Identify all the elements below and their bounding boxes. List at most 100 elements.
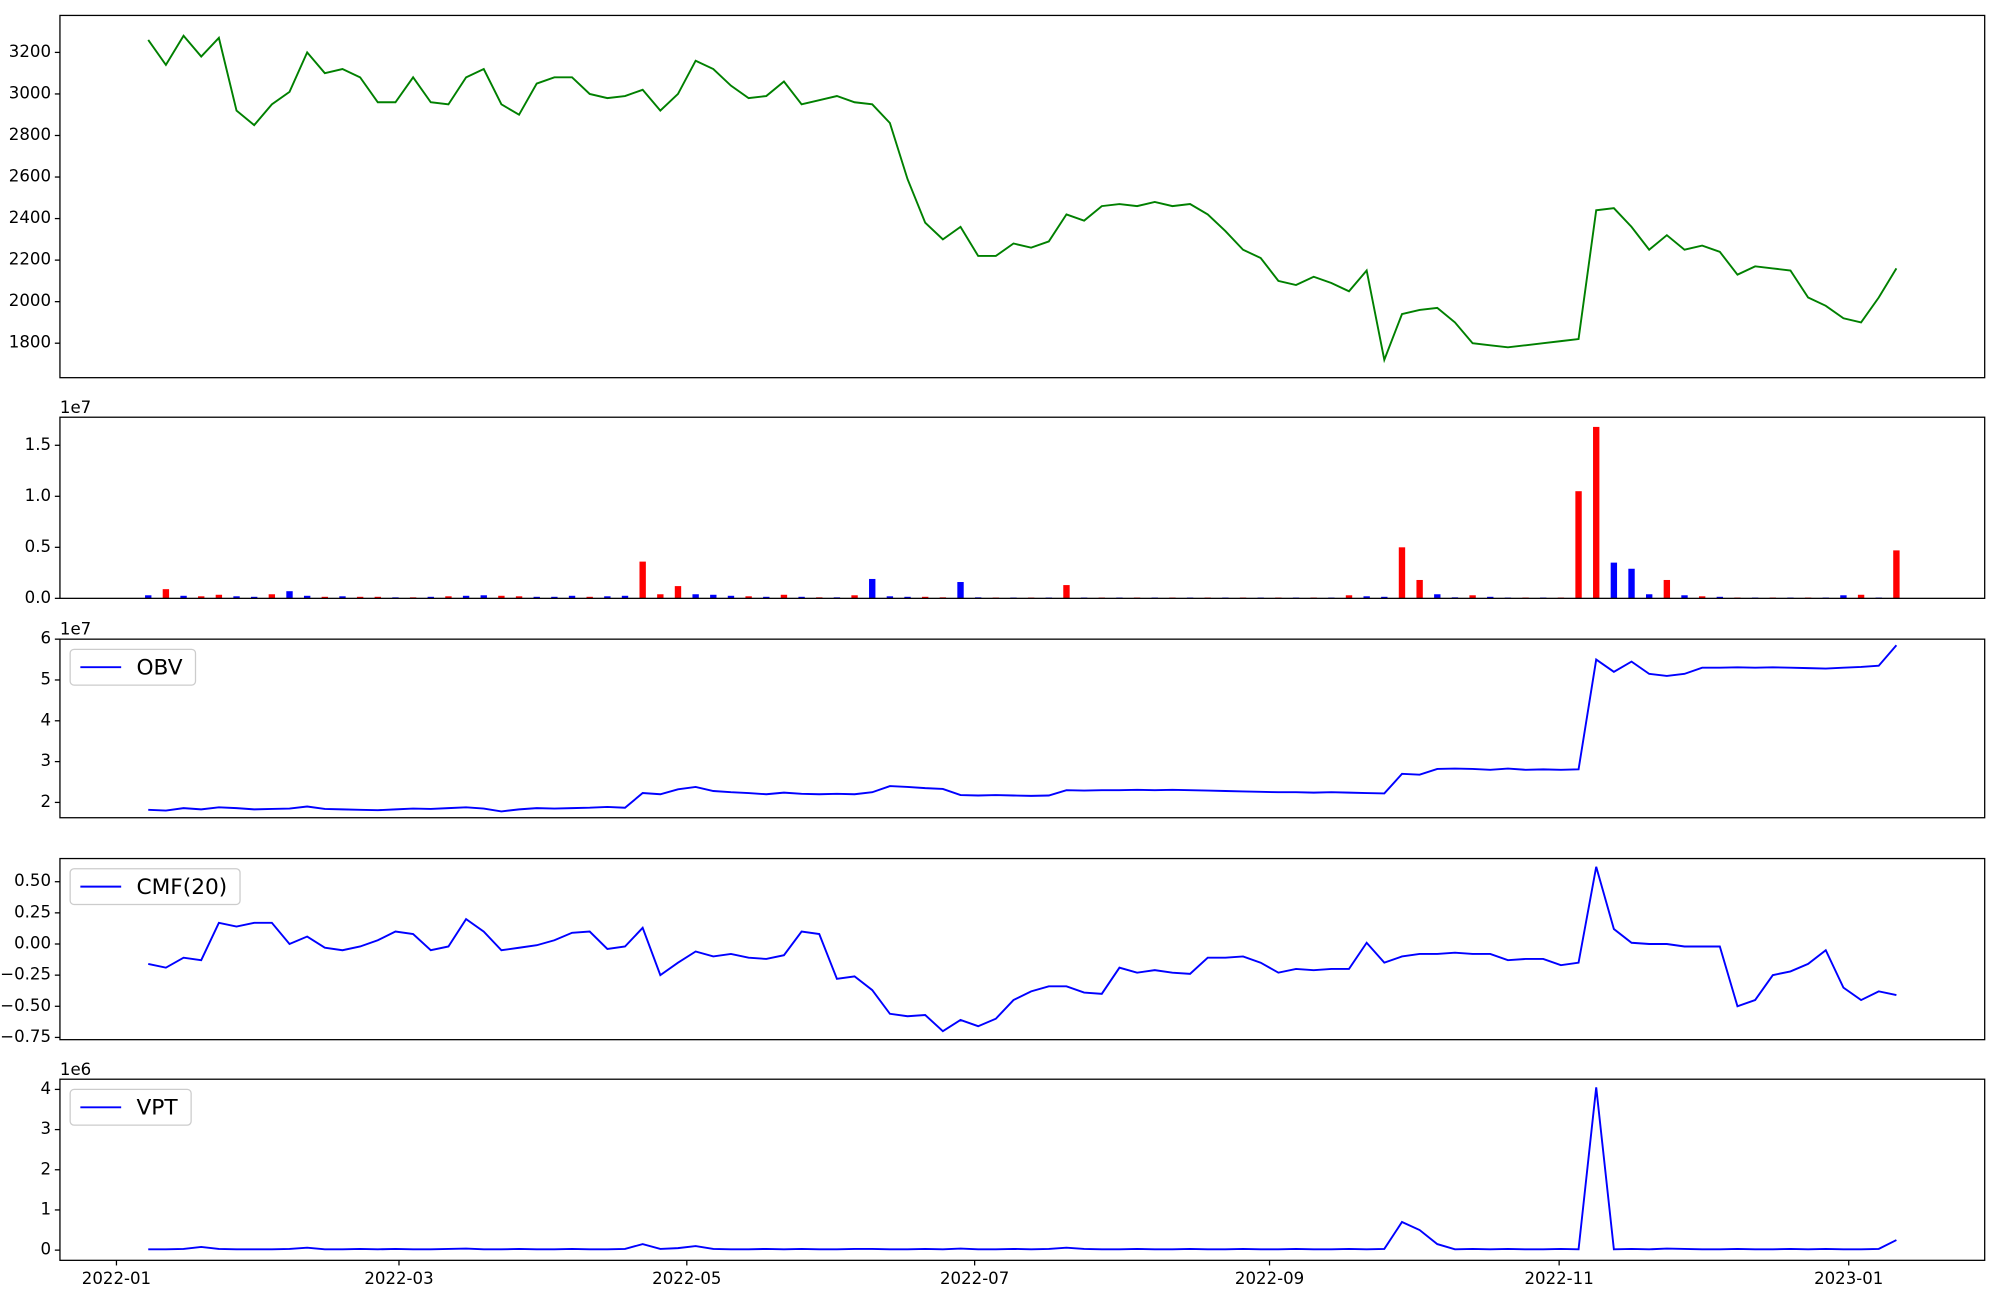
bar	[1363, 596, 1370, 599]
legend-box	[69, 648, 197, 686]
bar	[462, 595, 470, 599]
bar	[1857, 594, 1865, 599]
bar	[886, 596, 894, 599]
bar	[904, 596, 911, 599]
y-tick-label: 0.50	[14, 871, 51, 890]
bar	[1645, 594, 1653, 599]
y-tick-label: −0.25	[0, 965, 51, 984]
bar	[1416, 579, 1423, 599]
axes-frame	[59, 14, 1986, 379]
x-tick-label: 2022-09	[1235, 1269, 1304, 1288]
bar	[957, 582, 964, 599]
y-tick-label: 5	[40, 669, 51, 688]
y-tick-label: 2400	[9, 208, 51, 227]
bar	[268, 594, 276, 599]
bar	[586, 596, 593, 599]
bar	[1716, 596, 1724, 599]
bar	[551, 596, 558, 599]
axes-frame	[59, 1078, 1986, 1261]
bar	[198, 596, 205, 599]
y-tick-label: 2800	[9, 125, 51, 144]
y-tick-label: 1800	[9, 333, 51, 352]
bar	[1398, 547, 1406, 599]
bar	[356, 596, 364, 599]
legend-label: CMF(20)	[136, 875, 227, 900]
bar	[498, 595, 505, 599]
bar	[180, 595, 187, 599]
x-tick-label: 2022-05	[652, 1269, 721, 1288]
y-tick-label: 1	[40, 1199, 51, 1218]
bar	[1893, 550, 1900, 599]
x-tick-label: 2022-03	[364, 1269, 433, 1288]
bar	[710, 594, 717, 599]
y-tick-label: 6	[40, 629, 51, 648]
bar	[1628, 568, 1635, 599]
bar	[1381, 596, 1388, 599]
bar	[568, 595, 576, 599]
line	[147, 34, 1898, 364]
bar	[1840, 595, 1847, 599]
legend-label: VPT	[136, 1096, 178, 1121]
y-tick-label: 1.5	[25, 435, 51, 454]
y-tick-label: 1.0	[25, 486, 51, 505]
bar	[798, 596, 805, 599]
line	[148, 1087, 1897, 1251]
legend-box	[69, 868, 241, 906]
y-tick-label: 2200	[9, 250, 51, 269]
bar	[1681, 595, 1688, 599]
y-tick-label: 2600	[9, 167, 51, 186]
y-tick-label: 3000	[9, 83, 51, 102]
bar	[286, 591, 293, 599]
bar	[674, 586, 682, 599]
bar	[1469, 595, 1476, 599]
bar	[1434, 594, 1441, 599]
x-tick-label: 2022-01	[82, 1269, 151, 1288]
bar	[1487, 596, 1494, 599]
bar	[1593, 426, 1600, 599]
bar	[1063, 585, 1070, 599]
x-tick-label: 2023-01	[1814, 1269, 1883, 1288]
axis-offset: 1e7	[60, 620, 91, 639]
axes-frame	[59, 638, 1986, 819]
bar	[251, 596, 258, 599]
y-tick-label: 2000	[9, 291, 51, 310]
x-tick-label: 2022-11	[1524, 1269, 1593, 1288]
line	[148, 644, 1898, 813]
bar	[692, 594, 699, 599]
bar	[657, 594, 664, 599]
bar	[869, 578, 876, 599]
axes-frame	[59, 416, 1986, 599]
axis-offset: 1e7	[60, 398, 91, 417]
bar	[533, 596, 540, 599]
y-tick-label: 0.00	[14, 933, 51, 952]
bar	[745, 596, 752, 599]
line	[148, 866, 1897, 1033]
legend-label: OBV	[136, 655, 182, 680]
y-tick-label: 4	[40, 710, 51, 729]
bar	[1345, 595, 1353, 599]
y-tick-label: 2	[40, 1159, 51, 1178]
bar	[215, 594, 223, 599]
bar	[145, 595, 152, 599]
bar	[604, 596, 611, 599]
bar	[1610, 562, 1618, 599]
y-tick-label: 0	[40, 1240, 51, 1259]
x-tick-label: 2022-07	[940, 1269, 1009, 1288]
bar	[639, 561, 646, 599]
y-tick-label: 4	[40, 1079, 51, 1098]
y-tick-label: 3	[40, 1119, 51, 1138]
bar	[851, 595, 858, 599]
y-tick-label: 0.25	[14, 902, 51, 921]
axis-offset: 1e6	[60, 1060, 91, 1079]
bar	[515, 596, 523, 599]
y-tick-label: −0.75	[0, 1027, 51, 1046]
bar	[162, 589, 170, 599]
y-tick-label: 2	[40, 792, 51, 811]
legend-box	[69, 1088, 192, 1126]
y-tick-label: −0.50	[0, 996, 51, 1015]
bar	[303, 595, 311, 599]
axes-frame	[59, 857, 1986, 1041]
bar	[727, 595, 735, 599]
bar	[480, 595, 487, 599]
